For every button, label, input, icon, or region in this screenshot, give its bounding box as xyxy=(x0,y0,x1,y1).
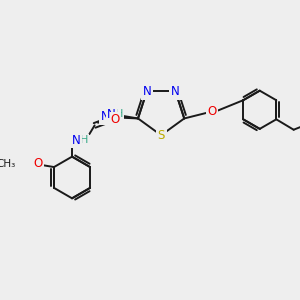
Text: CH₃: CH₃ xyxy=(0,159,16,169)
Text: N: N xyxy=(101,110,110,123)
Text: S: S xyxy=(158,129,165,142)
Text: N: N xyxy=(171,85,180,98)
Text: N: N xyxy=(142,85,151,98)
Text: N: N xyxy=(107,108,116,121)
Text: O: O xyxy=(111,113,120,126)
Text: N: N xyxy=(72,134,81,147)
Text: H: H xyxy=(110,112,118,122)
Text: H: H xyxy=(80,135,88,145)
Text: O: O xyxy=(34,157,43,170)
Text: O: O xyxy=(207,105,217,118)
Text: H: H xyxy=(115,109,123,119)
